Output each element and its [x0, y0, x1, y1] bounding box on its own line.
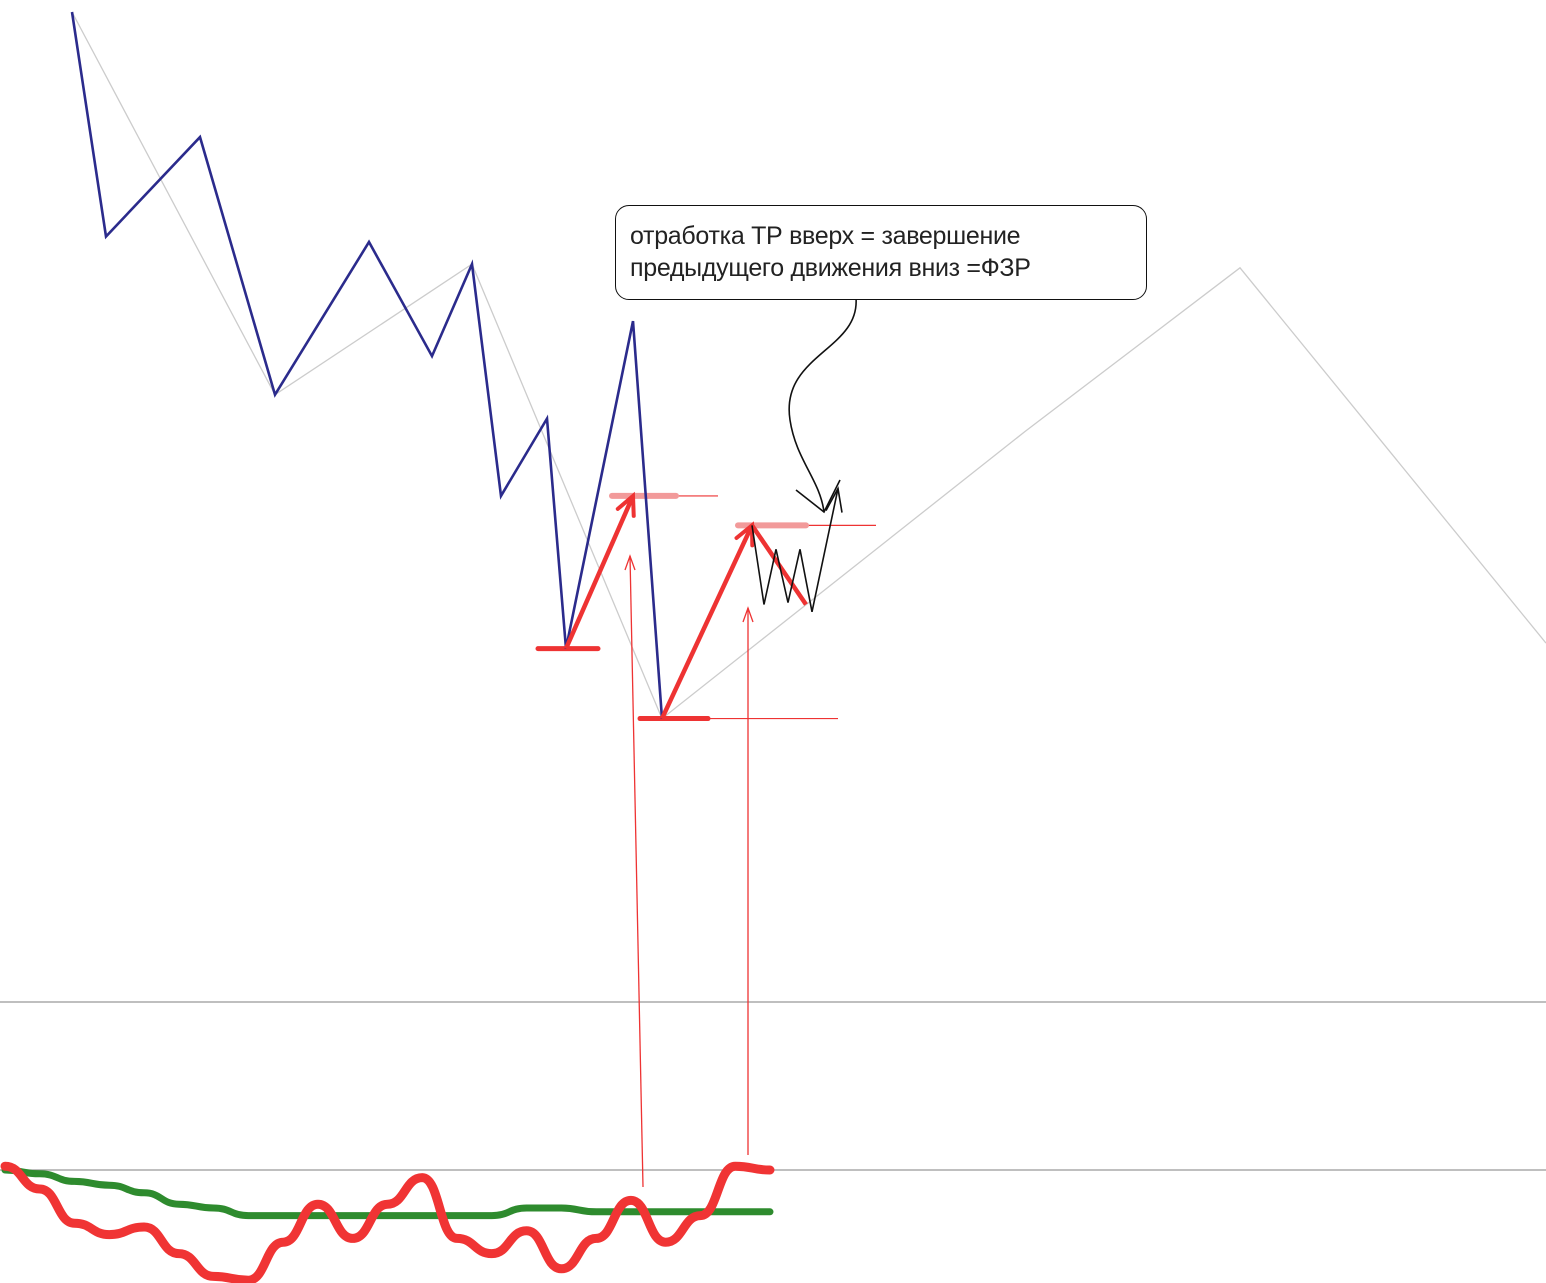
- annotation-callout: отработка ТР вверх = завершение предыдущ…: [615, 205, 1147, 300]
- price-panel: [70, 11, 1546, 722]
- vertical-connector-1: [629, 555, 644, 1188]
- red-arrow-1: [563, 495, 636, 650]
- callout-pointer-head: [795, 479, 841, 514]
- oscillator-slow-line: [1, 1166, 774, 1220]
- oscillator-fast-line: [0, 1161, 775, 1283]
- annotation-line-2: предыдущего движения вниз =ФЗР: [630, 254, 1031, 282]
- zigzag-black-arrowhead: [825, 486, 843, 513]
- vertical-connector-head-1: [624, 554, 636, 571]
- annotation-line-1: отработка ТР вверх = завершение: [630, 222, 1021, 250]
- vertical-connector-head-2: [742, 606, 754, 623]
- callout-pointer: [788, 297, 857, 513]
- annotation-layer: [624, 297, 857, 1188]
- price-line: [70, 11, 664, 719]
- oscillator-panel: [0, 1161, 775, 1283]
- red-arrow-2: [659, 524, 755, 720]
- zigzag-black-line: [751, 488, 839, 612]
- red-arrow-1-head: [615, 491, 636, 518]
